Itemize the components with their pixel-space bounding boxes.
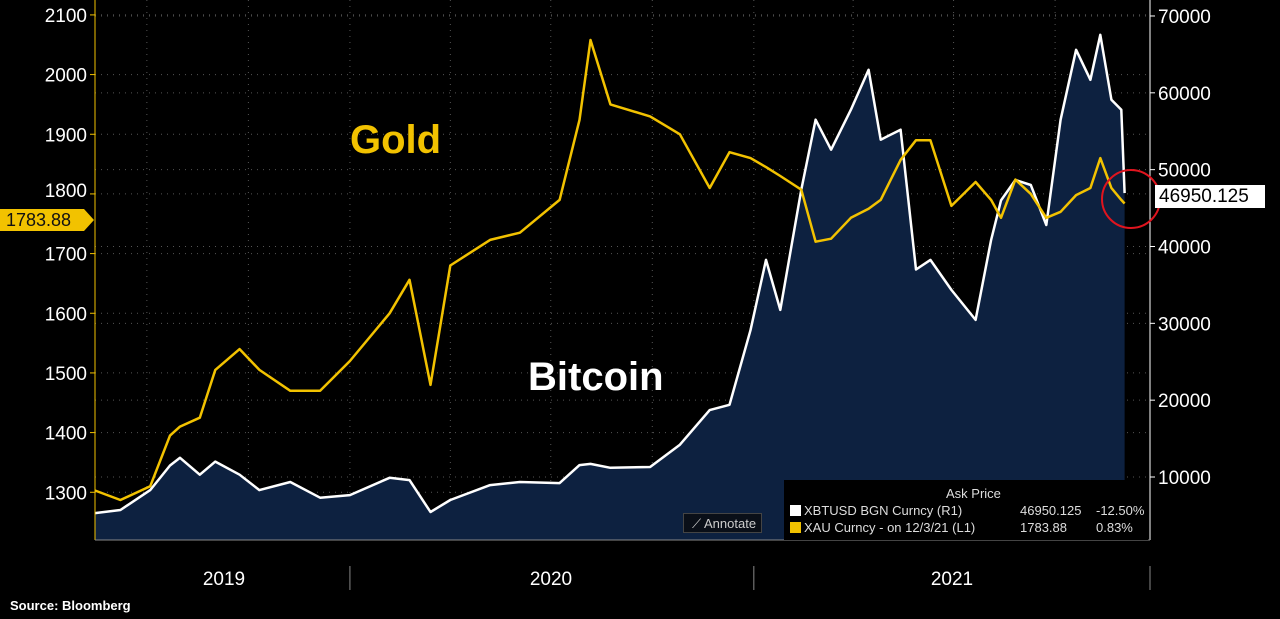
right-tick-label: 60000	[1158, 84, 1211, 105]
legend-value: 1783.88	[1020, 520, 1067, 535]
left-tick-label: 1900	[45, 125, 87, 146]
x-axis: 2019 2020 2021	[203, 569, 973, 590]
annotate-button[interactable]: ⟋ Annotate	[683, 513, 762, 533]
x-tick-label: 2019	[203, 569, 245, 590]
legend-change: 0.83%	[1096, 520, 1133, 535]
left-tick-label: 1400	[45, 424, 87, 445]
gold-line	[94, 38, 1126, 502]
left-tick-label: 1500	[45, 364, 87, 385]
x-tick-label: 2020	[530, 569, 572, 590]
left-tick-label: 1300	[45, 483, 87, 504]
right-tick-label: 20000	[1158, 391, 1211, 412]
annotate-label: Annotate	[704, 516, 757, 531]
legend-value: 46950.125	[1020, 503, 1082, 518]
left-tick-label: 1700	[45, 245, 87, 266]
gold-annotation: Gold	[350, 118, 442, 162]
gold-last-value-tag: 1783.88	[0, 209, 94, 231]
source-note: Source: Bloomberg	[10, 598, 131, 613]
right-tick-label: 40000	[1158, 237, 1211, 258]
bitcoin-annotation: Bitcoin	[528, 355, 664, 399]
legend-swatch	[790, 505, 801, 516]
left-tick-label: 2100	[45, 6, 87, 27]
left-tick-label: 2000	[45, 66, 87, 87]
legend-row-gold: XAU Curncy - on 12/3/21 (L1)	[790, 520, 975, 535]
axes: 1300 1400 1500 1600 1700 1800 1900 2000 2100 1000…	[45, 0, 1211, 590]
legend-change: -12.50%	[1096, 503, 1145, 518]
bitcoin-last-value-tag: 46950.125	[1155, 185, 1265, 208]
pencil-icon: ⟋	[692, 516, 704, 531]
right-tick-label: 70000	[1158, 7, 1211, 28]
x-tick-label: 2021	[931, 569, 973, 590]
right-tick-label: 50000	[1158, 161, 1211, 182]
bitcoin-area	[95, 34, 1125, 541]
legend-row-bitcoin: XBTUSD BGN Curncy (R1)	[790, 503, 962, 518]
series-lines	[94, 33, 1126, 515]
left-tick-label: 1800	[45, 181, 87, 202]
right-tick-label: 10000	[1158, 468, 1211, 489]
right-tick-label: 30000	[1158, 314, 1211, 335]
legend: Ask Price XBTUSD BGN Curncy (R1) 46950.1…	[784, 480, 1148, 540]
bitcoin-line	[94, 33, 1126, 515]
series-area-0	[95, 34, 1125, 541]
legend-swatch	[790, 522, 801, 533]
legend-label: XBTUSD BGN Curncy (R1)	[804, 503, 963, 518]
legend-label: XAU Curncy - on 12/3/21 (L1)	[804, 520, 976, 535]
legend-header: Ask Price	[946, 486, 1001, 501]
left-tick-label: 1600	[45, 304, 87, 325]
